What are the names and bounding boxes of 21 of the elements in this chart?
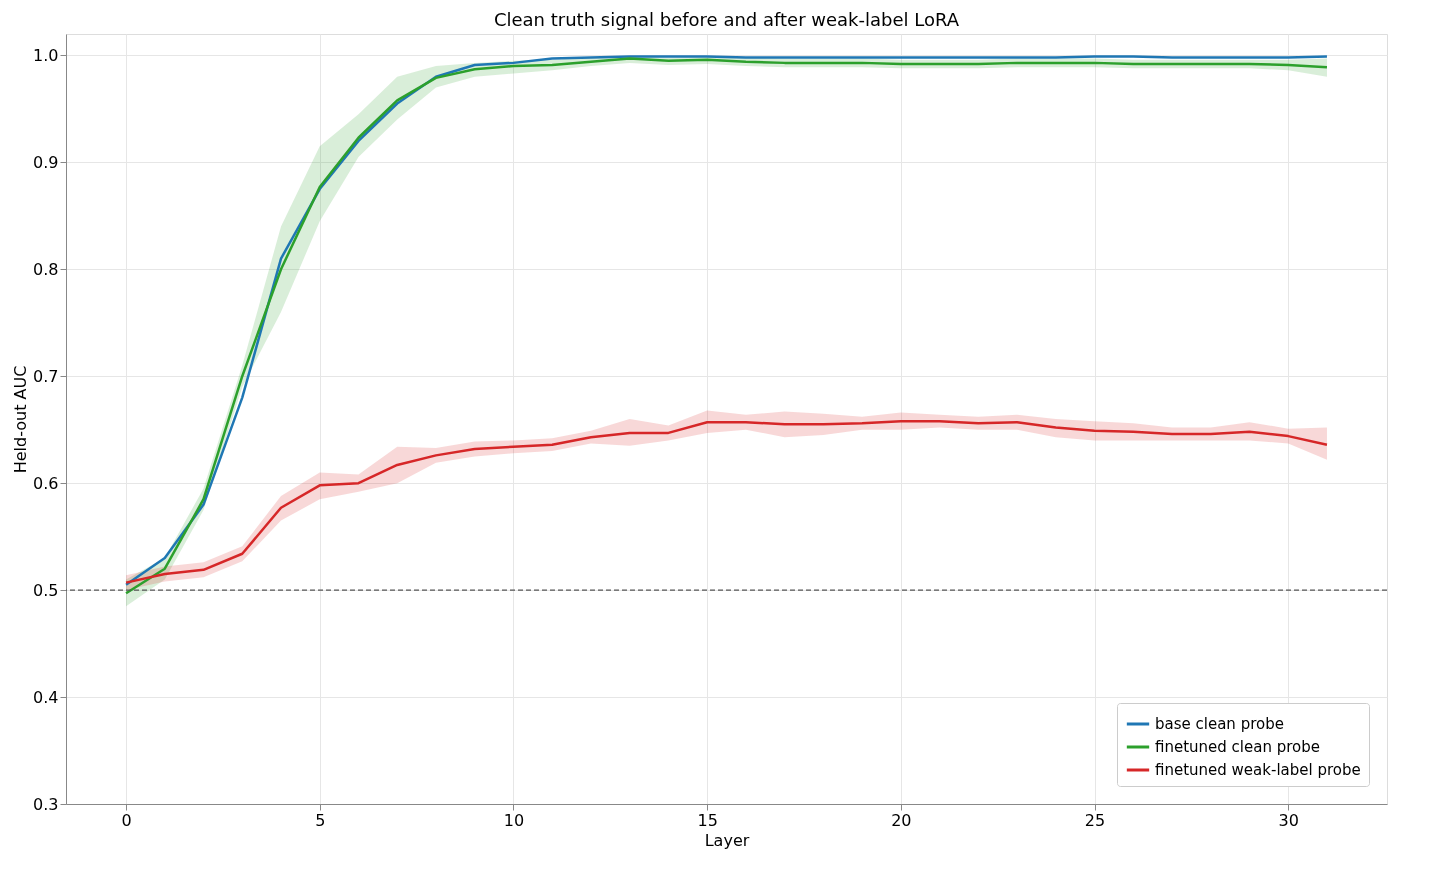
y-tick-label: 0.7 bbox=[33, 366, 59, 386]
y-tick-label: 0.6 bbox=[33, 473, 59, 493]
y-tick-label: 0.9 bbox=[33, 152, 59, 172]
x-tick-label: 25 bbox=[1084, 810, 1106, 830]
chart-title: Clean truth signal before and after weak-label LoRA bbox=[493, 9, 960, 30]
x-tick-label: 5 bbox=[315, 810, 326, 830]
legend-label: finetuned clean probe bbox=[1155, 738, 1320, 756]
x-tick-label: 0 bbox=[121, 810, 132, 830]
y-tick-label: 0.3 bbox=[33, 794, 59, 814]
x-tick-label: 30 bbox=[1278, 810, 1299, 830]
legend-label: base clean probe bbox=[1155, 715, 1284, 733]
y-tick-label: 0.5 bbox=[33, 580, 59, 600]
y-tick-label: 0.4 bbox=[33, 687, 59, 707]
x-axis-title: Layer bbox=[704, 830, 750, 850]
legend-label: finetuned weak-label probe bbox=[1155, 761, 1361, 779]
x-tick-label: 15 bbox=[697, 810, 718, 830]
y-tick-label: 1.0 bbox=[33, 45, 59, 65]
y-tick-label: 0.8 bbox=[33, 259, 59, 279]
y-axis-title: Held-out AUC bbox=[11, 365, 31, 474]
x-tick-label: 10 bbox=[503, 810, 525, 830]
x-tick-label: 20 bbox=[891, 810, 912, 830]
